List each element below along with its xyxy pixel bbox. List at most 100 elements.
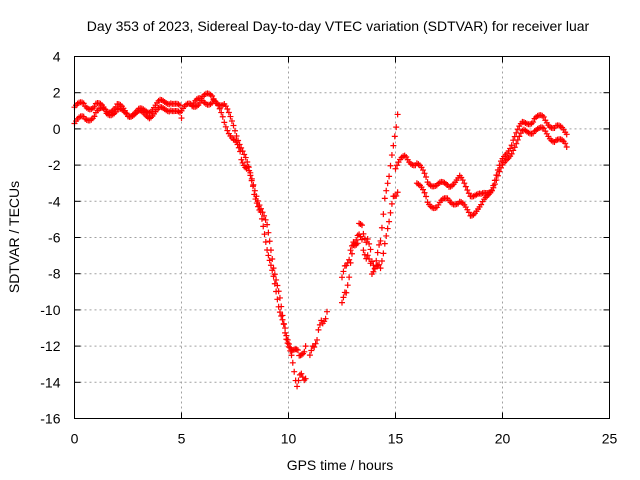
data-point [393, 124, 400, 131]
data-point [491, 181, 498, 188]
data-point [230, 122, 237, 129]
data-point [508, 142, 515, 149]
data-point [278, 312, 285, 319]
data-point [294, 347, 301, 354]
data-point [266, 257, 273, 264]
data-point [267, 262, 274, 269]
data-point [344, 282, 351, 289]
x-axis-label: GPS time / hours [287, 457, 394, 473]
data-point [298, 370, 305, 377]
data-point [324, 308, 331, 315]
data-point [514, 126, 521, 133]
data-point [270, 273, 277, 280]
data-point [112, 104, 119, 111]
x-tick-label: 25 [602, 431, 618, 447]
data-point [225, 109, 232, 116]
data-point [291, 368, 298, 375]
data-point [358, 222, 365, 229]
data-point [357, 233, 364, 240]
data-point [374, 249, 381, 256]
data-point [339, 299, 345, 306]
data-point [364, 236, 371, 243]
data-point [420, 167, 427, 174]
data-point [279, 316, 286, 323]
data-point [367, 246, 374, 253]
data-point [91, 113, 98, 120]
data-point [562, 140, 569, 147]
y-tick-label: -4 [48, 193, 61, 209]
data-point [284, 336, 291, 343]
data-point [388, 152, 395, 159]
data-point [244, 163, 251, 170]
data-point [237, 148, 244, 155]
y-tick-label: -14 [40, 374, 60, 390]
y-tick-label: -10 [40, 302, 60, 318]
data-point [490, 184, 497, 191]
y-tick-label: -12 [40, 338, 60, 354]
x-tick-label: 10 [281, 431, 297, 447]
data-point [241, 151, 248, 158]
data-point [302, 375, 309, 382]
data-point [514, 136, 521, 143]
data-point [393, 192, 400, 199]
y-tick-label: -8 [48, 266, 61, 282]
data-point [462, 183, 469, 190]
data-point [348, 250, 355, 257]
data-point [343, 289, 350, 296]
data-point [377, 265, 384, 272]
data-point [420, 186, 427, 193]
data-point [253, 200, 260, 207]
data-point [496, 168, 503, 175]
data-point [293, 346, 300, 353]
y-tick-label: -16 [40, 411, 60, 427]
data-point [366, 240, 373, 247]
data-point [563, 131, 570, 138]
data-point [376, 261, 383, 268]
data-point [251, 191, 258, 198]
data-point [311, 344, 318, 351]
data-point [360, 247, 367, 254]
data-point [378, 257, 385, 264]
data-point [247, 172, 254, 179]
data-point [273, 288, 280, 295]
data-point [91, 103, 98, 110]
data-point [224, 105, 231, 112]
data-point [219, 113, 226, 120]
data-point [461, 180, 468, 187]
data-point [353, 236, 360, 243]
x-tick-label: 15 [388, 431, 404, 447]
data-point [346, 256, 353, 263]
data-point [275, 303, 282, 310]
data-point [235, 144, 242, 151]
data-point [255, 203, 262, 210]
data-point [238, 156, 245, 163]
data-point [306, 352, 313, 359]
data-point [276, 309, 283, 316]
data-point [494, 172, 501, 179]
data-point [510, 147, 517, 154]
data-point [221, 119, 228, 126]
data-point [508, 150, 515, 157]
data-point [383, 187, 390, 194]
data-point [340, 268, 347, 275]
data-point [381, 240, 388, 247]
data-point [493, 177, 500, 184]
data-point [387, 209, 394, 216]
data-point [384, 225, 391, 232]
data-point [478, 201, 485, 208]
data-point [261, 231, 268, 238]
data-point [388, 200, 395, 207]
data-point [423, 193, 430, 200]
y-tick-label: 0 [53, 121, 61, 137]
data-point [282, 325, 289, 332]
data-point [264, 247, 271, 254]
data-point [488, 187, 495, 194]
data-point [540, 113, 547, 120]
data-point [269, 267, 276, 274]
data-point [264, 221, 271, 228]
data-point [354, 232, 361, 239]
x-tick-label: 5 [178, 431, 186, 447]
data-point [421, 170, 428, 177]
data-point [511, 144, 518, 151]
